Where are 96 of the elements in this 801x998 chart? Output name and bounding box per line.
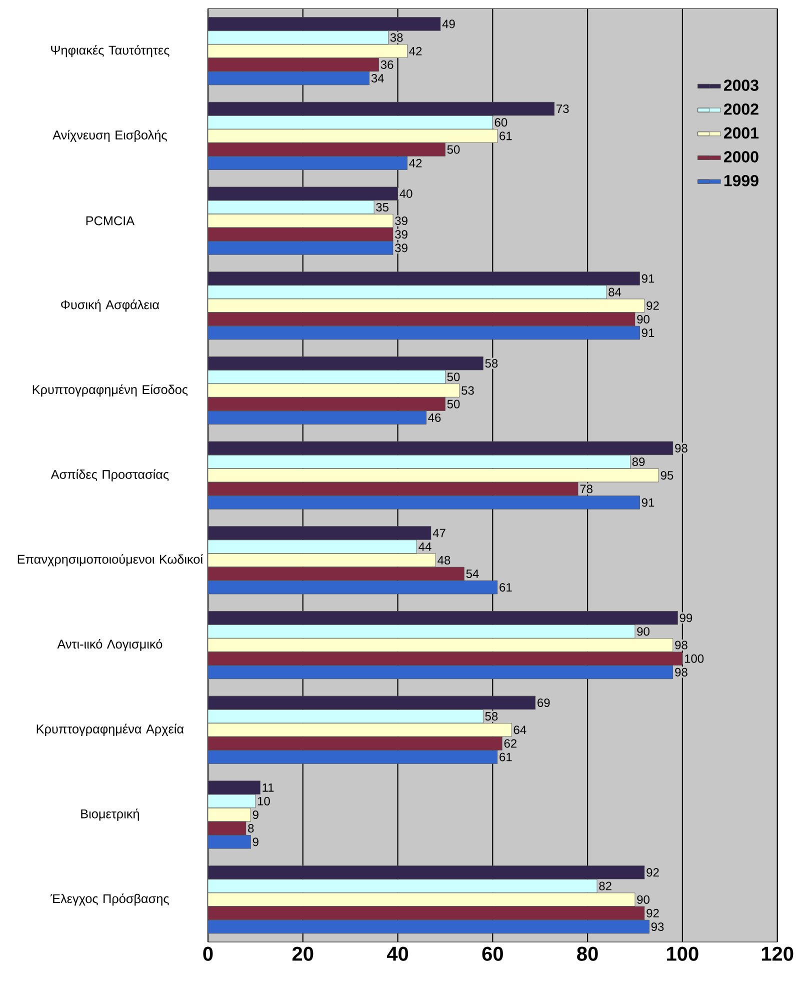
bar [208,906,645,920]
data-label: 93 [651,922,664,931]
data-label: 58 [485,712,498,721]
x-tick-label: 120 [762,946,794,961]
data-label: 98 [675,444,688,452]
data-label: 36 [380,60,394,69]
bar [208,312,636,326]
y-tick-label: Ασπίδες Προστασίας [50,469,169,482]
data-label: 10 [258,796,270,806]
y-tick-label: PCMCIA [86,216,135,226]
data-label: 39 [395,216,408,226]
y-tick-label: Κρυπτογραφημένη Είσοδος [32,384,188,397]
data-label: 90 [637,314,650,324]
data-label: 61 [500,583,512,592]
bar [208,397,446,411]
data-label: 78 [580,484,592,494]
data-label: 61 [500,752,512,762]
data-label: 89 [632,458,645,466]
x-tick-label: 100 [667,946,698,961]
data-label: 9 [252,810,258,819]
data-label: 91 [642,328,654,338]
data-label: 91 [642,498,654,507]
legend-label: 1999 [724,174,758,186]
data-label: 54 [466,570,479,578]
data-label: 40 [400,189,412,198]
data-label: 47 [432,528,446,538]
data-label: 100 [684,654,704,663]
x-tick-label: 80 [577,946,598,961]
bar [208,285,607,299]
data-label: 50 [447,400,460,408]
data-label: 92 [646,301,659,310]
bar [208,736,502,750]
data-label: 39 [395,244,408,252]
y-tick-label: Έλεγχος Πρόσβασης [50,893,169,906]
data-label: 62 [504,739,516,748]
data-label: 11 [262,783,274,792]
bar [208,652,683,666]
data-label: 58 [485,359,498,368]
data-label: 73 [556,104,569,114]
data-label: 64 [514,726,526,734]
data-label: 39 [395,230,408,239]
data-label: 38 [390,33,403,42]
data-label: 35 [376,202,388,212]
data-label: 8 [248,824,254,833]
bar [208,454,630,469]
bar [208,58,379,72]
data-label: 90 [637,895,650,904]
data-label: 34 [371,74,384,82]
legend-label: 2000 [724,151,758,162]
y-tick-label: Βιομετρική [81,808,139,821]
data-label: 91 [642,274,654,283]
data-label: 98 [675,640,688,650]
x-tick-label: 0 [203,946,213,961]
bar [208,116,493,130]
y-tick-label: Ανίχνευση Εισβολής [52,130,167,142]
legend-label: 2002 [724,103,758,115]
data-label: 98 [675,668,688,676]
bar [208,200,374,214]
data-label: 42 [409,158,422,168]
bar [208,794,256,808]
x-tick-label: 40 [386,946,408,961]
data-label: 92 [646,908,659,918]
data-label: 53 [462,386,474,395]
bar [208,624,636,638]
data-label: 69 [538,698,550,707]
data-label: 61 [500,132,512,140]
data-label: 50 [447,372,460,382]
y-tick-label: Ψηφιακές Ταυτότητες [51,44,170,58]
data-label: 49 [442,20,455,28]
x-tick-label: 60 [482,946,503,961]
legend-label: 2003 [724,80,758,91]
data-label: 42 [409,46,422,56]
y-tick-label: Αντι-ιικό Λογισμικό [57,638,162,652]
x-tick-label: 20 [292,946,314,961]
data-label: 60 [494,118,508,127]
bar [208,566,464,581]
data-label: 82 [599,882,612,890]
y-tick-label: Φυσική Ασφάλεια [61,300,160,312]
data-label: 44 [418,542,432,551]
y-tick-label: Επανχρησιμοποιούμενοι Κωδικοί [18,554,203,566]
bar [208,540,417,554]
legend-label: 2001 [724,127,759,139]
data-label: 46 [428,413,441,422]
data-label: 50 [447,145,460,154]
data-label: 90 [637,627,650,636]
data-label: 84 [608,288,622,296]
data-label: 95 [660,471,674,480]
data-label: 9 [252,838,258,846]
y-tick-label: Κρυπτογραφημένα Αρχεία [36,724,184,736]
bar [208,821,246,836]
data-label: 92 [646,868,659,877]
data-label: 99 [680,614,692,622]
data-label: 48 [438,556,450,564]
bar [208,142,446,156]
bar [208,879,598,893]
bar [208,370,446,384]
